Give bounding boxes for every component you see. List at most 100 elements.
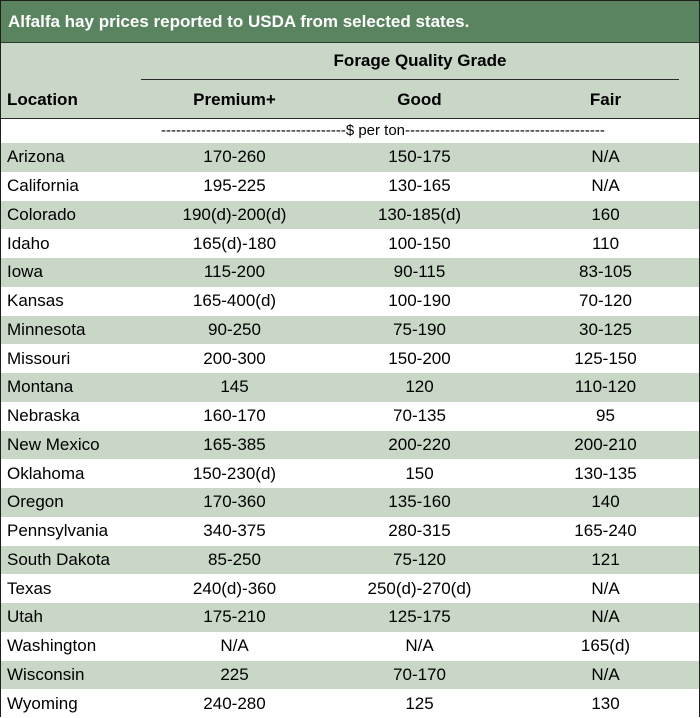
table-row: Pennsylvania 340-375 280-315 165-240 (1, 516, 699, 546)
cell-premium: 195-225 (203, 176, 266, 196)
table-row: Colorado 190(d)-200(d) 130-185(d) 160 (1, 200, 699, 230)
cell-location: California (7, 176, 79, 196)
cell-premium: 240(d)-360 (192, 578, 277, 598)
cell-premium: 190(d)-200(d) (182, 204, 287, 224)
table-row: Oregon 170-360 135-160 140 (1, 488, 699, 517)
cell-location: Oregon (7, 492, 64, 512)
table-header: Forage Quality Grade Location Premium+ G… (1, 43, 699, 119)
cell-location: South Dakota (7, 549, 111, 569)
cell-fair: 83-105 (579, 262, 632, 282)
cell-good: 150-175 (388, 147, 451, 167)
table-row: Iowa 115-200 90-115 83-105 (1, 258, 699, 287)
cell-location: Texas (7, 578, 52, 598)
cell-fair: 130 (591, 693, 620, 713)
cell-location: Minnesota (7, 319, 86, 339)
column-header-premium: Premium+ (193, 90, 276, 109)
cell-premium: 170-260 (203, 147, 266, 167)
column-header-location: Location (7, 90, 78, 109)
group-header-rule (141, 79, 679, 80)
cell-location: Oklahoma (7, 463, 85, 483)
cell-premium: 115-200 (203, 262, 266, 282)
cell-premium: 340-375 (203, 521, 266, 541)
table-row: Wisconsin 225 70-170 N/A (1, 660, 699, 690)
table-row: South Dakota 85-250 75-120 121 (1, 545, 699, 575)
cell-good: 125-175 (388, 607, 451, 627)
cell-location: Utah (7, 607, 43, 627)
cell-good: 120 (405, 377, 434, 397)
cell-good: 250(d)-270(d) (367, 578, 472, 598)
table-row: New Mexico 165-385 200-220 200-210 (1, 430, 699, 460)
cell-location: Idaho (7, 233, 50, 253)
cell-fair: 165(d) (580, 636, 631, 656)
cell-good: 100-150 (388, 233, 451, 253)
cell-location: Colorado (7, 204, 76, 224)
cell-premium: 150-230(d) (192, 463, 277, 483)
cell-location: Pennsylvania (7, 521, 109, 541)
table-row: Missouri 200-300 150-200 125-150 (1, 344, 699, 373)
table-row: Wyoming 240-280 125 130 (1, 689, 699, 718)
table-row: Texas 240(d)-360 250(d)-270(d) N/A (1, 574, 699, 603)
cell-location: Montana (7, 377, 74, 397)
cell-premium: 165-385 (203, 434, 266, 454)
table-body: Arizona 170-260 150-175 N/A California 195-22… (1, 143, 699, 718)
cell-premium: 160-170 (203, 406, 266, 426)
cell-location: Nebraska (7, 406, 80, 426)
cell-fair: 130-135 (574, 463, 637, 483)
cell-premium: 165-400(d) (192, 291, 277, 311)
table-row: Idaho 165(d)-180 100-150 110 (1, 229, 699, 258)
cell-good: 75-190 (393, 319, 446, 339)
cell-fair: N/A (591, 176, 620, 196)
cell-good: 125 (405, 693, 434, 713)
cell-fair: 70-120 (579, 291, 632, 311)
cell-fair: 110 (591, 233, 620, 253)
cell-location: New Mexico (7, 434, 100, 454)
unit-row: -------------------------------------$ p… (1, 119, 699, 143)
cell-location: Washington (7, 636, 97, 656)
table-row: California 195-225 130-165 N/A (1, 171, 699, 201)
cell-good: 90-115 (393, 262, 446, 282)
cell-good: 150 (405, 463, 434, 483)
cell-good: N/A (405, 636, 434, 656)
group-header: Forage Quality Grade (333, 51, 507, 70)
table-row: Arizona 170-260 150-175 N/A (1, 143, 699, 172)
column-header-fair: Fair (589, 90, 622, 109)
cell-good: 100-190 (388, 291, 451, 311)
cell-good: 280-315 (388, 521, 451, 541)
cell-fair: 30-125 (579, 319, 632, 339)
column-header-good: Good (397, 90, 442, 109)
cell-location: Wyoming (7, 693, 78, 713)
cell-premium: 225 (220, 664, 249, 684)
cell-premium: 240-280 (203, 693, 266, 713)
cell-location: Arizona (7, 147, 65, 167)
cell-good: 75-120 (393, 549, 446, 569)
table-row: Washington N/A N/A 165(d) (1, 631, 699, 661)
cell-fair: 140 (591, 492, 620, 512)
cell-fair: 95 (596, 406, 615, 426)
cell-premium: 85-250 (208, 549, 261, 569)
cell-fair: 121 (591, 549, 620, 569)
table-row: Nebraska 160-170 70-135 95 (1, 401, 699, 431)
cell-premium: N/A (220, 636, 249, 656)
cell-fair: 125-150 (574, 348, 637, 368)
cell-premium: 145 (220, 377, 249, 397)
table-row: Minnesota 90-250 75-190 30-125 (1, 315, 699, 345)
table-row: Oklahoma 150-230(d) 150 130-135 (1, 459, 699, 488)
cell-good: 70-135 (393, 406, 446, 426)
cell-premium: 170-360 (203, 492, 266, 512)
table-row: Utah 175-210 125-175 N/A (1, 603, 699, 632)
cell-location: Kansas (7, 291, 64, 311)
cell-fair: 165-240 (574, 521, 637, 541)
cell-fair: N/A (591, 607, 620, 627)
cell-location: Iowa (7, 262, 43, 282)
cell-fair: 160 (591, 204, 620, 224)
cell-fair: N/A (591, 578, 620, 598)
cell-location: Wisconsin (7, 664, 85, 684)
cell-good: 70-170 (393, 664, 446, 684)
cell-premium: 175-210 (203, 607, 266, 627)
table-row: Kansas 165-400(d) 100-190 70-120 (1, 286, 699, 316)
table-title: Alfalfa hay prices reported to USDA from… (1, 1, 699, 43)
cell-fair: N/A (591, 664, 620, 684)
cell-good: 135-160 (388, 492, 451, 512)
cell-good: 200-220 (388, 434, 451, 454)
